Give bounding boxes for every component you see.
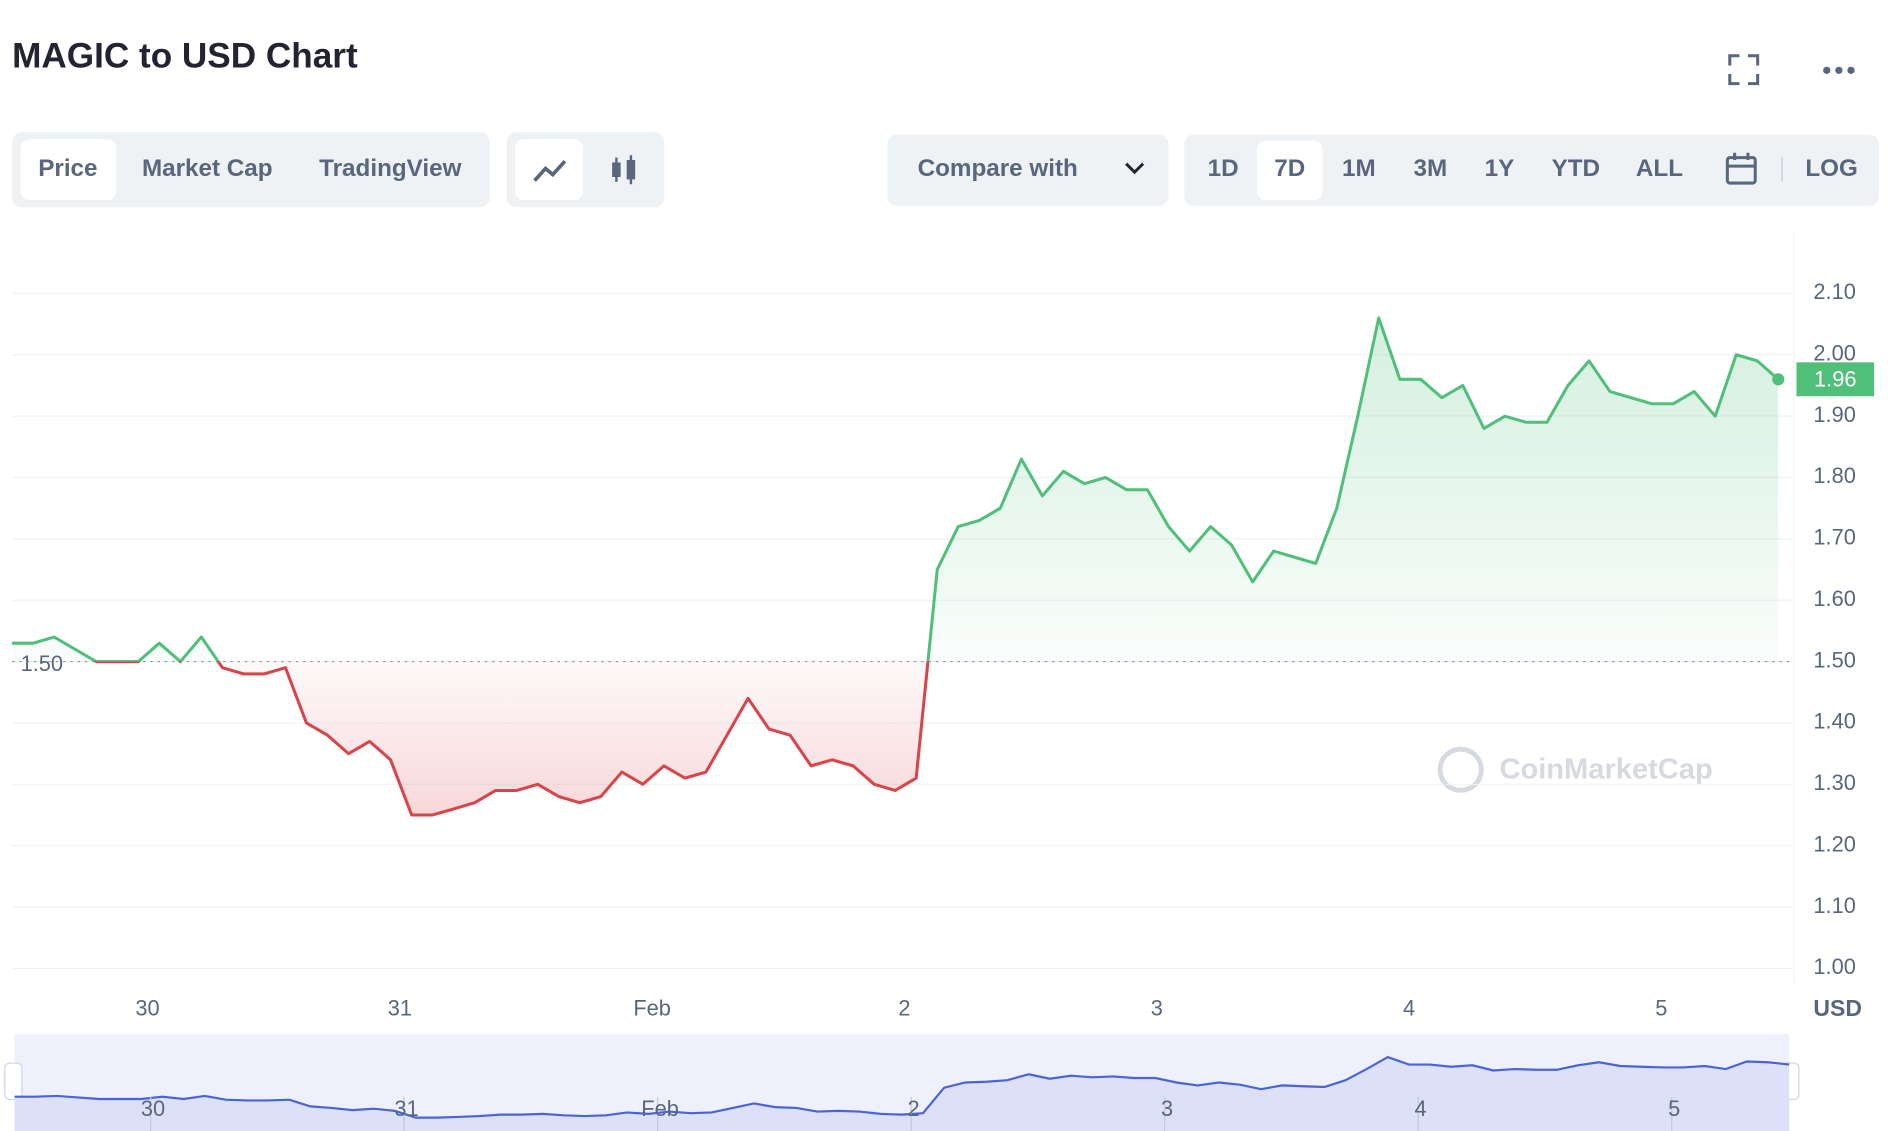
x-tick-label: 4 xyxy=(1403,996,1415,1021)
calendar-icon[interactable] xyxy=(1725,152,1757,185)
tab[interactable]: TradingView xyxy=(319,155,461,182)
price-badge xyxy=(1796,362,1875,397)
nav-handle-left[interactable] xyxy=(4,1062,23,1101)
nav-tick-label: 2 xyxy=(908,1096,920,1121)
price-badge-text: 1.96 xyxy=(1814,366,1856,391)
x-tick-label: 2 xyxy=(898,996,910,1021)
range-btn[interactable]: YTD xyxy=(1552,155,1600,182)
range-active xyxy=(1257,140,1323,201)
chevron xyxy=(1125,162,1145,175)
compare-dropdown[interactable] xyxy=(887,134,1169,207)
nav-area xyxy=(14,1057,1790,1131)
y-tick-label: 1.70 xyxy=(1813,525,1855,550)
line-icon xyxy=(533,160,567,182)
chart-title: MAGIC to USD Chart xyxy=(12,36,358,75)
x-tick-label: 30 xyxy=(135,996,159,1021)
nav-tick-label: 3 xyxy=(1161,1096,1173,1121)
tab-group xyxy=(12,132,490,208)
watermark-text: CoinMarketCap xyxy=(1499,754,1712,786)
y-tick-label: 1.80 xyxy=(1813,463,1855,488)
y-tick-label: 1.10 xyxy=(1813,893,1855,918)
currency-label: USD xyxy=(1813,995,1862,1021)
nav-tick-label: Feb xyxy=(641,1096,679,1121)
y-tick-label: 2.10 xyxy=(1813,279,1855,304)
x-tick-label: 3 xyxy=(1151,996,1163,1021)
range-btn[interactable]: 7D xyxy=(1274,155,1305,182)
range-btn[interactable]: 1D xyxy=(1208,155,1239,182)
x-tick-label: 31 xyxy=(388,996,412,1021)
y-tick-label: 1.90 xyxy=(1813,402,1855,427)
tab-active xyxy=(20,139,117,201)
range-btn[interactable]: 3M xyxy=(1414,155,1448,182)
range-btn[interactable]: 1Y xyxy=(1485,155,1515,182)
fullscreen-icon[interactable] xyxy=(1728,54,1760,86)
y-tick-label: 1.40 xyxy=(1813,709,1855,734)
candle-icon[interactable] xyxy=(612,155,636,185)
y-tick-label: 1.60 xyxy=(1813,586,1855,611)
range-group xyxy=(1184,134,1879,207)
tab[interactable]: Market Cap xyxy=(142,155,273,182)
y-tick-label: 2.00 xyxy=(1813,341,1855,366)
nav-line xyxy=(14,1055,1790,1119)
x-tick-label: Feb xyxy=(633,996,671,1021)
nav-tick-label: 4 xyxy=(1415,1096,1427,1121)
y-tick-label: 1.20 xyxy=(1813,831,1855,856)
more-icon[interactable] xyxy=(1823,66,1855,74)
price-area xyxy=(12,317,1779,815)
nav-tick-label: 31 xyxy=(394,1096,418,1121)
nav-tick-label: 5 xyxy=(1668,1096,1680,1121)
y-tick-label: 1.30 xyxy=(1813,770,1855,795)
log-toggle[interactable]: LOG xyxy=(1805,155,1858,182)
range-btn[interactable]: 1M xyxy=(1342,155,1376,182)
x-tick-label: 5 xyxy=(1655,996,1667,1021)
y-tick-label: 1.00 xyxy=(1813,954,1855,979)
tab[interactable]: Price xyxy=(38,155,97,182)
compare-label: Compare with xyxy=(918,155,1078,182)
nav-tick-label: 30 xyxy=(141,1096,165,1121)
y-tick-label: 1.50 xyxy=(1813,647,1855,672)
range-btn[interactable]: ALL xyxy=(1636,155,1683,182)
last-point xyxy=(1772,373,1785,386)
watermark: CoinMarketCap xyxy=(1437,746,1713,793)
price-line xyxy=(12,316,1780,817)
